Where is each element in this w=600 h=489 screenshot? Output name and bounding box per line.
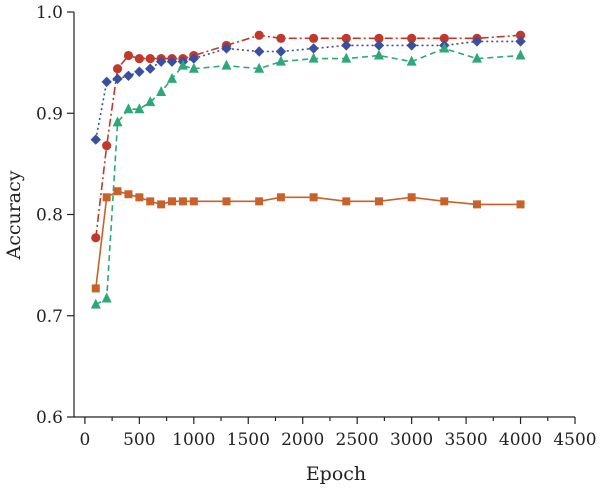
data-point-triangle — [90, 298, 101, 309]
data-point-square — [516, 200, 525, 209]
x-tick-label: 3500 — [444, 430, 487, 450]
data-point-triangle — [275, 55, 286, 66]
data-point-square — [102, 193, 111, 202]
data-point-square — [124, 190, 133, 199]
x-tick-label: 500 — [123, 430, 155, 450]
series-line-triangle — [95, 47, 521, 306]
data-point-square — [374, 197, 383, 206]
data-point-diamond — [90, 134, 101, 145]
data-point-square — [178, 197, 187, 206]
data-point-circle — [134, 53, 144, 64]
series-diamond — [90, 36, 526, 145]
data-point-diamond — [166, 56, 178, 67]
data-point-triangle — [112, 116, 123, 127]
data-point-diamond — [253, 46, 265, 57]
data-point-circle — [254, 30, 264, 40]
data-point-diamond — [275, 46, 287, 57]
data-point-triangle — [221, 59, 232, 70]
data-point-diamond — [406, 40, 417, 51]
data-point-square — [168, 197, 177, 206]
data-point-square — [255, 197, 264, 206]
data-point-square — [472, 200, 481, 209]
data-point-triangle — [123, 103, 134, 114]
data-point-diamond — [145, 63, 156, 74]
data-point-triangle — [156, 85, 167, 96]
x-tick-label: 4500 — [553, 430, 596, 450]
data-point-square — [189, 197, 198, 206]
data-point-circle — [341, 33, 351, 43]
data-point-circle — [276, 33, 286, 43]
data-point-circle — [439, 33, 449, 43]
data-point-diamond — [221, 43, 232, 54]
series-square — [91, 187, 525, 293]
data-point-diamond — [471, 36, 483, 47]
data-point-circle — [123, 50, 134, 61]
x-tick-label: 1500 — [227, 430, 270, 450]
data-point-square — [157, 200, 166, 209]
data-point-circle — [145, 53, 155, 64]
data-point-triangle — [177, 59, 188, 70]
data-point-circle — [112, 64, 123, 74]
data-point-triangle — [134, 103, 145, 114]
data-point-square — [135, 193, 144, 202]
plot-area — [90, 30, 526, 309]
data-point-triangle — [188, 62, 199, 73]
data-point-triangle — [167, 72, 178, 83]
x-tick-label: 1000 — [172, 430, 215, 450]
data-point-triangle — [406, 55, 417, 66]
data-point-triangle — [515, 49, 526, 60]
data-point-square — [407, 193, 416, 202]
x-tick-label: 0 — [79, 430, 90, 450]
x-tick-label: 4000 — [499, 430, 542, 450]
data-point-circle — [309, 33, 319, 43]
data-point-diamond — [123, 70, 134, 81]
data-point-square — [440, 197, 449, 206]
data-point-diamond — [155, 56, 167, 67]
data-point-diamond — [373, 40, 385, 51]
data-point-square — [146, 197, 155, 206]
data-point-triangle — [308, 52, 319, 63]
data-point-square — [309, 193, 318, 202]
series-triangle — [90, 42, 526, 309]
data-point-triangle — [101, 292, 112, 303]
data-point-diamond — [515, 36, 526, 47]
data-point-square — [91, 284, 100, 293]
x-tick-label: 2500 — [336, 430, 379, 450]
data-point-circle — [374, 33, 384, 43]
data-point-triangle — [373, 49, 384, 60]
data-point-circle — [407, 33, 417, 43]
data-point-square — [276, 193, 285, 202]
axes: 0.6 0.7 0.8 0.9 1.0 0 500 1000 1500 2000 2500 3000 3… — [36, 3, 597, 450]
data-point-circle — [515, 30, 526, 40]
data-point-square — [222, 197, 231, 206]
data-point-triangle — [145, 96, 156, 107]
data-point-square — [113, 187, 122, 196]
series-circle — [91, 30, 526, 243]
data-point-triangle — [439, 42, 450, 53]
y-tick-label: 0.6 — [36, 408, 63, 428]
y-tick-label: 0.9 — [36, 104, 63, 124]
data-point-diamond — [134, 66, 145, 77]
y-tick-label: 0.7 — [36, 307, 63, 327]
x-tick-label: 2000 — [281, 430, 324, 450]
data-point-triangle — [254, 62, 265, 73]
y-axis-title: Accuracy — [3, 170, 25, 260]
data-point-diamond — [341, 40, 352, 51]
y-tick-label: 1.0 — [36, 3, 63, 23]
x-tick-label: 3000 — [390, 430, 433, 450]
x-axis-title: Epoch — [306, 463, 366, 485]
data-point-triangle — [341, 52, 352, 63]
data-point-diamond — [308, 43, 319, 54]
data-point-triangle — [471, 52, 482, 63]
data-point-circle — [91, 233, 101, 243]
series-line-circle — [95, 34, 521, 238]
data-point-square — [342, 197, 351, 206]
data-point-circle — [102, 141, 112, 151]
data-point-diamond — [112, 73, 123, 85]
data-point-diamond — [188, 53, 200, 64]
y-tick-label: 0.8 — [36, 206, 63, 226]
data-point-diamond — [101, 76, 112, 88]
